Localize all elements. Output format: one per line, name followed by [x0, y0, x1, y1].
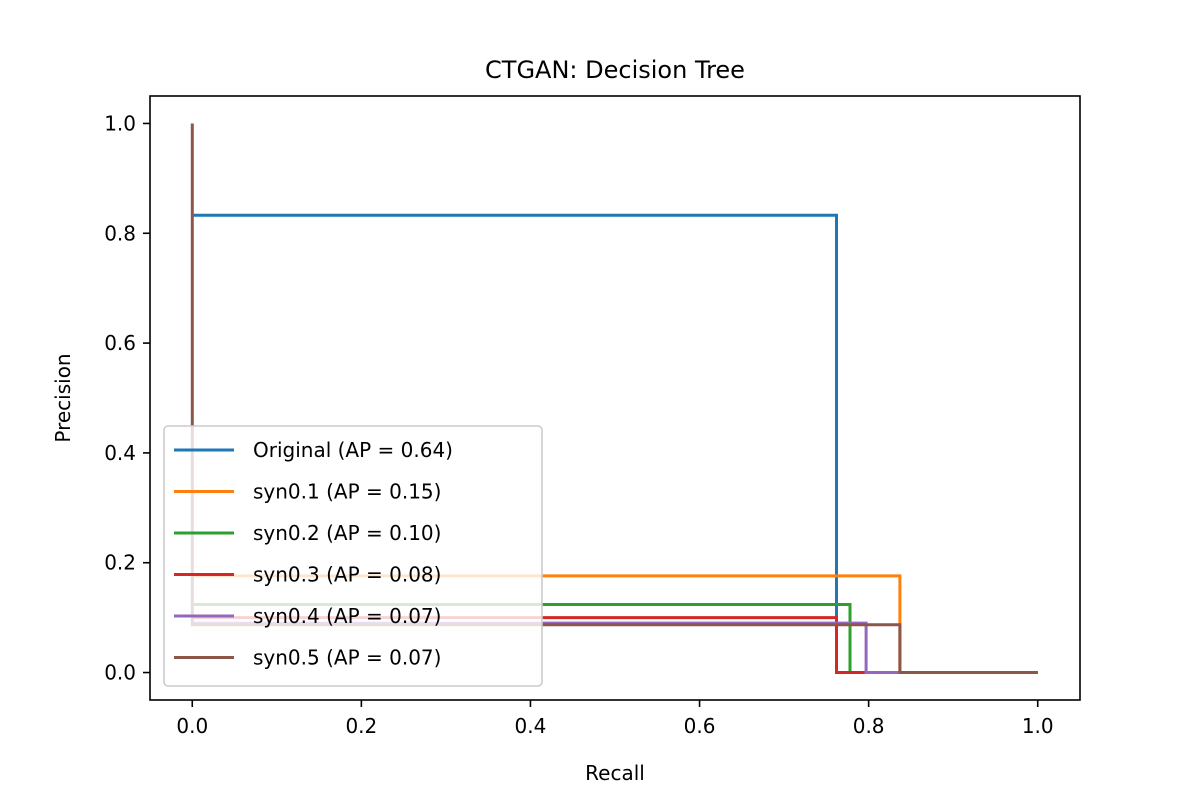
plot-area: 0.0 0.2 0.4 0.6 0.8 1.0 0.0 0.2 0.4 0.6 0.8 1.0 [104, 95, 1081, 738]
legend-label-5: syn0.4 (AP = 0.07) [253, 604, 441, 628]
x-tick-label: 0.6 [684, 714, 716, 738]
y-tick-label: 0.8 [104, 221, 136, 245]
x-tick-label: 0.4 [515, 714, 547, 738]
legend-label-1: Original (AP = 0.64) [253, 438, 453, 462]
x-tick-label: 0.8 [853, 714, 885, 738]
legend-label-3: syn0.2 (AP = 0.10) [253, 521, 441, 545]
plot-frame [149, 95, 1081, 701]
y-tick-label: 0.2 [104, 551, 136, 575]
legend-label-6: syn0.5 (AP = 0.07) [253, 646, 441, 670]
x-axis-label: Recall [585, 761, 645, 785]
legend: Original (AP = 0.64) syn0.1 (AP = 0.15) sy… [163, 425, 543, 687]
legend-box [163, 425, 543, 687]
y-tick-label: 1.0 [104, 111, 136, 135]
y-axis-label: Precision [51, 353, 75, 442]
y-tick-label: 0.0 [104, 661, 136, 685]
x-tick-label: 1.0 [1022, 714, 1054, 738]
y-tick-label: 0.6 [104, 331, 136, 355]
y-tick-label: 0.4 [104, 441, 136, 465]
chart-title: CTGAN: Decision Tree [485, 56, 745, 84]
x-tick-label: 0.2 [345, 714, 377, 738]
legend-label-2: syn0.1 (AP = 0.15) [253, 480, 441, 504]
x-tick-label: 0.0 [176, 714, 208, 738]
legend-label-4: syn0.3 (AP = 0.08) [253, 563, 441, 587]
